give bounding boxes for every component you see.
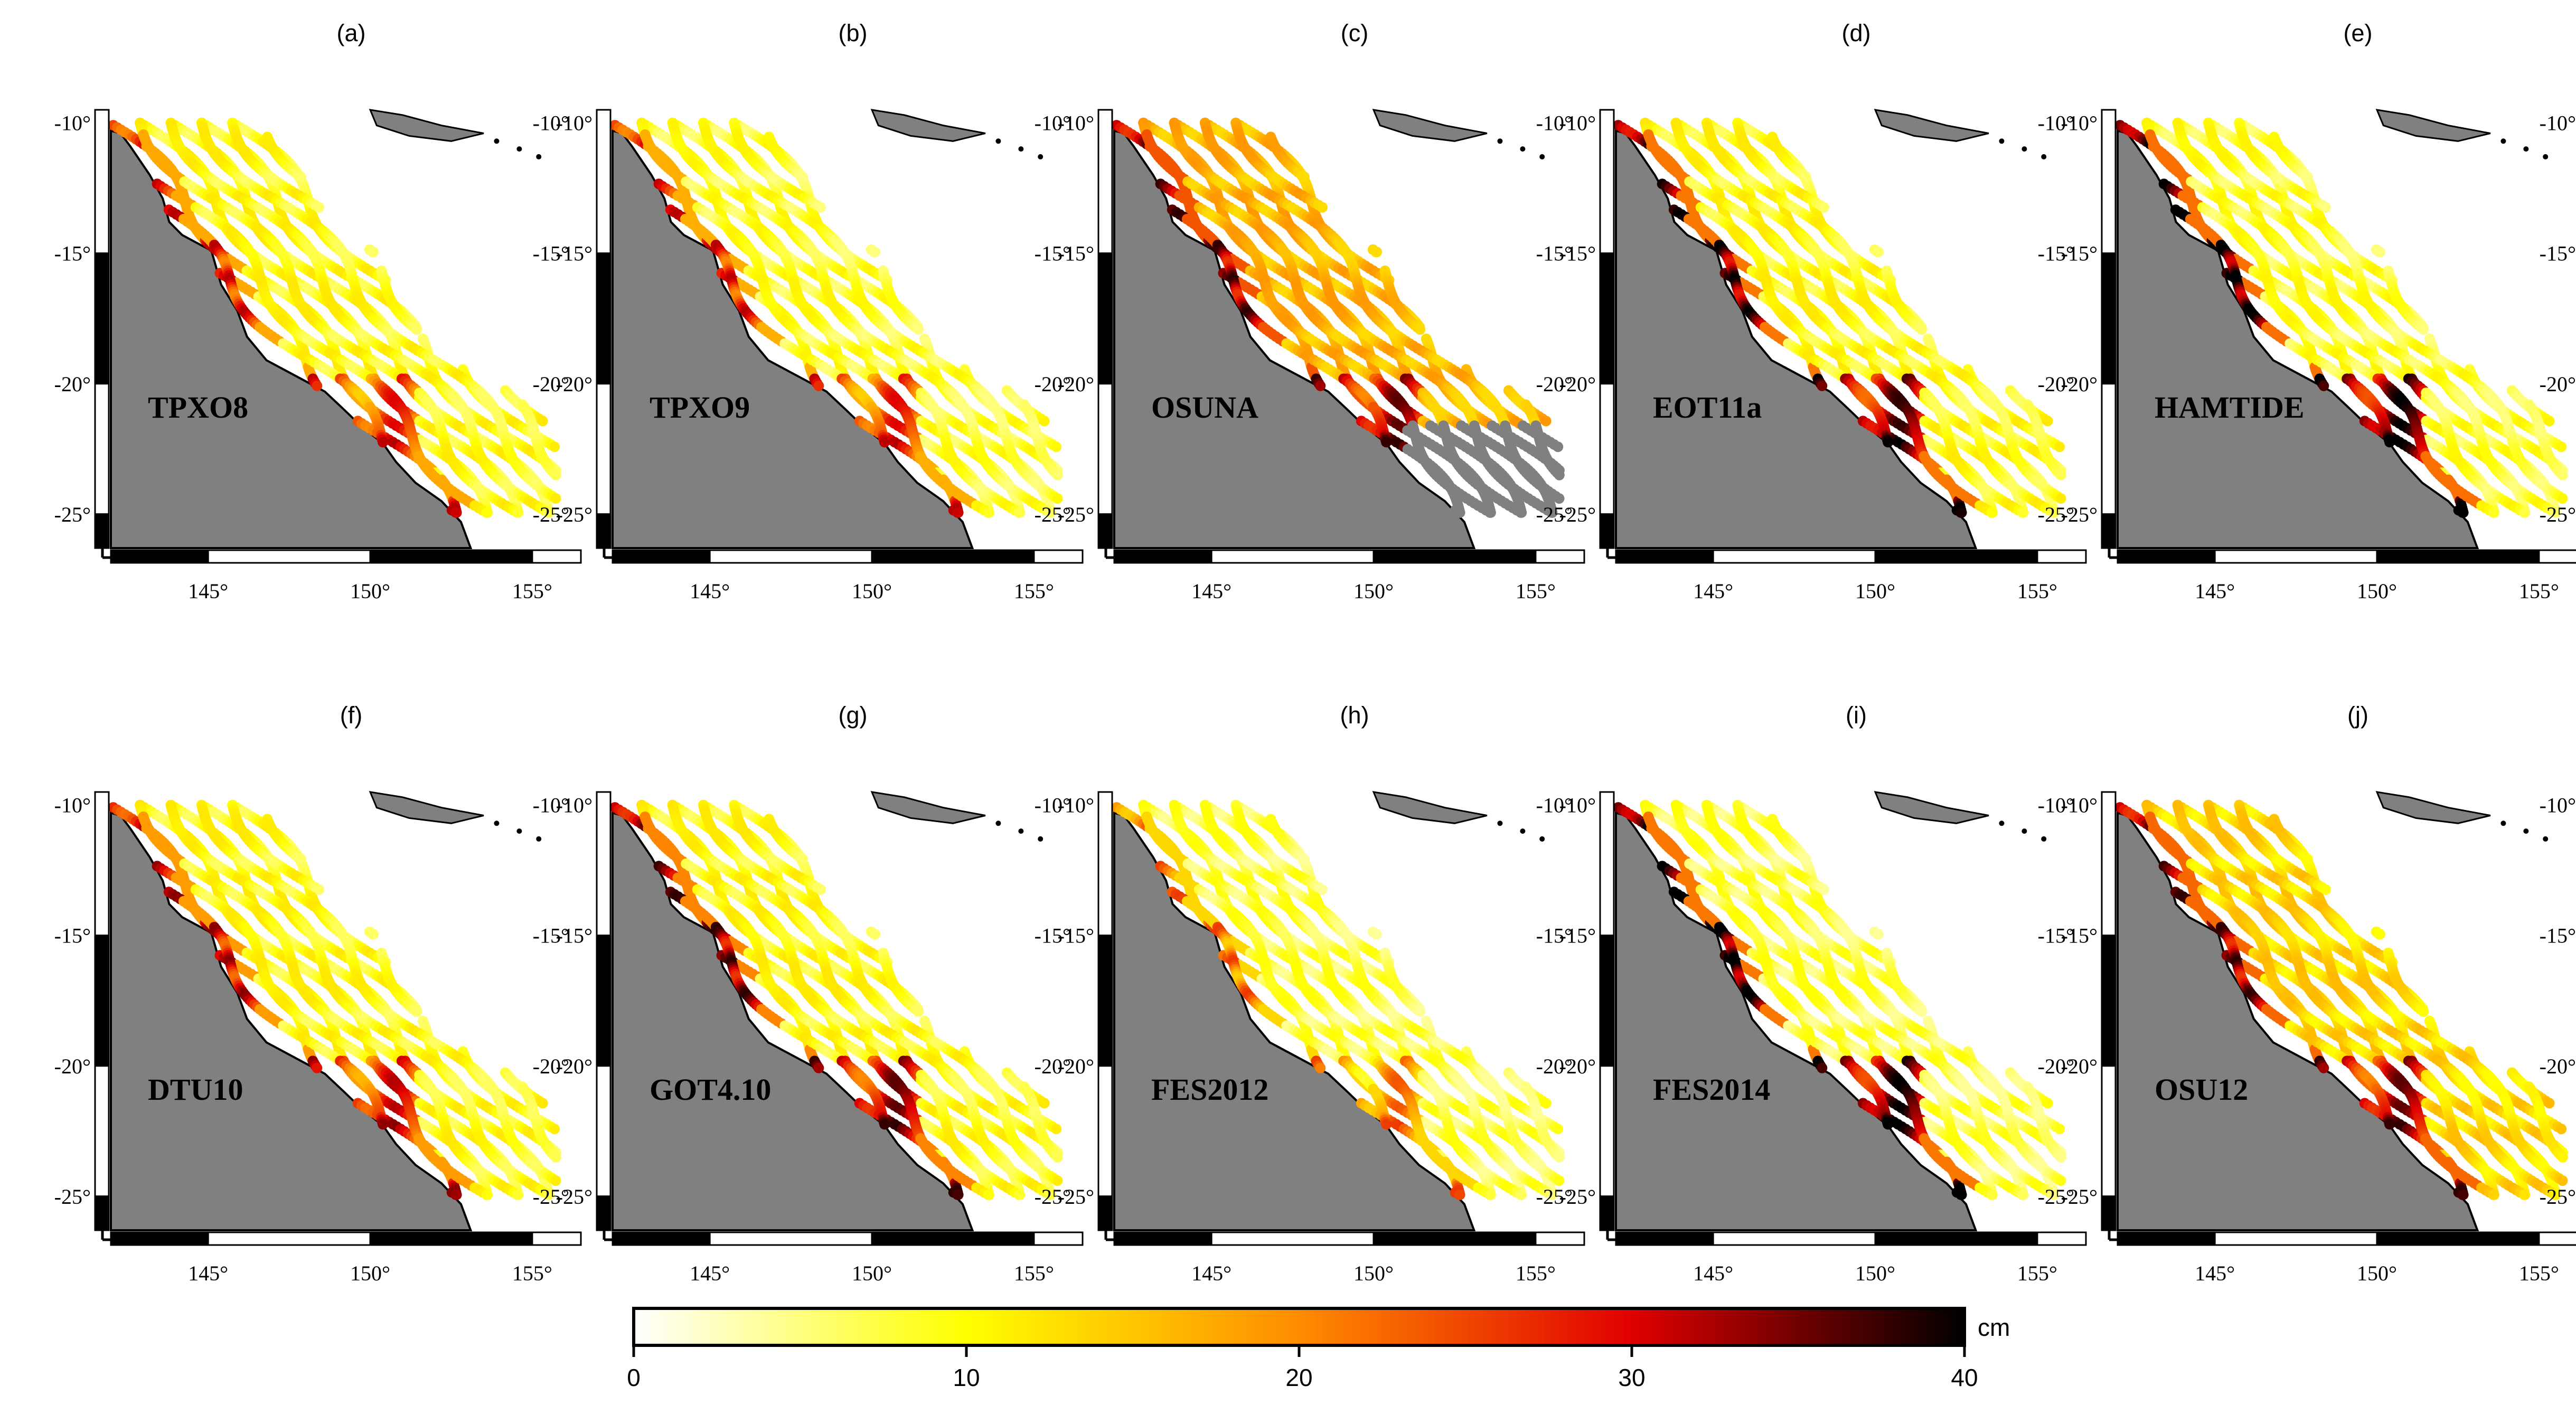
lat-scale-segment bbox=[596, 513, 612, 549]
track-point bbox=[1553, 441, 1564, 452]
lat-tick-label: -15° bbox=[54, 242, 91, 266]
lat-scale-segment bbox=[94, 252, 110, 385]
island bbox=[1038, 154, 1043, 159]
track-point bbox=[1039, 416, 1050, 427]
track-point bbox=[1315, 380, 1326, 391]
track-point bbox=[815, 202, 826, 213]
track-point bbox=[1052, 469, 1063, 480]
lat-scale-segment bbox=[94, 513, 110, 549]
island bbox=[995, 138, 1001, 144]
panel-label: (a) bbox=[337, 20, 366, 46]
track-point bbox=[550, 469, 561, 480]
lon-tick-label: 155° bbox=[512, 579, 552, 603]
lon-scale-segment bbox=[612, 549, 711, 564]
track-point bbox=[378, 437, 389, 448]
track-point bbox=[481, 507, 492, 518]
lat-scale-segment bbox=[94, 383, 110, 515]
lat-tick-label: -15° bbox=[556, 242, 593, 266]
track-point bbox=[512, 507, 523, 518]
panel-label: (c) bbox=[1341, 20, 1368, 46]
lon-scale-segment bbox=[110, 549, 209, 564]
lat-scale-segment bbox=[596, 383, 612, 515]
island bbox=[494, 138, 500, 144]
map-panel: (a)-10° -10°-15° -15°-20° -20°-25° -25°145° 1… bbox=[54, 20, 582, 603]
lat-scale-segment bbox=[94, 109, 110, 254]
land-new-guinea bbox=[1372, 109, 1488, 142]
lon-tick-label: 150° bbox=[852, 579, 892, 603]
island bbox=[1497, 138, 1503, 144]
land-new-guinea bbox=[369, 109, 484, 142]
lat-tick-label: -20° bbox=[556, 372, 593, 396]
track-point bbox=[870, 247, 880, 258]
track-point bbox=[537, 416, 548, 427]
lat-scale-segment bbox=[596, 109, 612, 254]
lat-tick-label: -25° bbox=[54, 503, 91, 526]
track-point bbox=[1454, 507, 1465, 518]
track-point bbox=[983, 507, 994, 518]
track-point bbox=[368, 247, 379, 258]
lat-tick-label: -10° bbox=[54, 111, 91, 135]
lat-tick-label: -25° bbox=[556, 503, 593, 526]
map-panel: (b)-10° -10°-15° -15°-20° -20°-25° -25°145° 1… bbox=[556, 20, 1084, 603]
track-point bbox=[411, 324, 422, 335]
island bbox=[1520, 146, 1526, 152]
lon-scale-segment bbox=[369, 549, 533, 564]
track-point bbox=[797, 172, 808, 182]
panel-grid: (a) -10° -10° -15° -15° -20° -20° -25° -25° 145° 1… bbox=[54, 20, 2576, 1285]
panel-label: (b) bbox=[839, 20, 868, 46]
track-point bbox=[450, 507, 462, 518]
lon-tick-label: 145° bbox=[690, 579, 730, 603]
lon-tick-label: 155° bbox=[1014, 579, 1054, 603]
track-point bbox=[1515, 507, 1526, 518]
island bbox=[1539, 154, 1545, 159]
island bbox=[536, 154, 542, 159]
lon-scale-segment bbox=[1033, 549, 1084, 564]
map-panel: (c)-10° -10°-15° -15°-20° -20°-25° -25°145° 1… bbox=[1058, 20, 1585, 603]
track-point bbox=[913, 324, 924, 335]
track-point bbox=[879, 437, 890, 448]
track-point bbox=[1540, 416, 1552, 427]
lon-tick-label: 145° bbox=[188, 579, 228, 603]
island bbox=[1018, 146, 1024, 152]
track-point bbox=[813, 380, 824, 391]
lon-tick-label: 150° bbox=[350, 579, 390, 603]
land-new-guinea bbox=[870, 109, 986, 142]
track-point bbox=[549, 441, 560, 452]
track-point bbox=[312, 380, 323, 391]
lon-scale-segment bbox=[871, 549, 1035, 564]
track-point bbox=[295, 172, 306, 182]
lon-scale-segment bbox=[207, 549, 371, 564]
model-name: TPXO9 bbox=[650, 390, 750, 425]
track-point bbox=[1013, 507, 1024, 518]
model-name: TPXO8 bbox=[148, 390, 248, 425]
track-point bbox=[952, 507, 963, 518]
lat-tick-label: -10° bbox=[556, 111, 593, 135]
lon-scale-segment bbox=[531, 549, 582, 564]
lon-scale-segment bbox=[709, 549, 873, 564]
track-point bbox=[314, 202, 324, 213]
lat-tick-label: -20° bbox=[54, 372, 91, 396]
lat-scale-segment bbox=[596, 252, 612, 385]
track-point bbox=[1484, 507, 1496, 518]
track-point bbox=[1381, 437, 1392, 448]
track-point bbox=[1051, 441, 1062, 452]
island bbox=[516, 146, 522, 152]
altimeter-tracks bbox=[108, 117, 561, 518]
